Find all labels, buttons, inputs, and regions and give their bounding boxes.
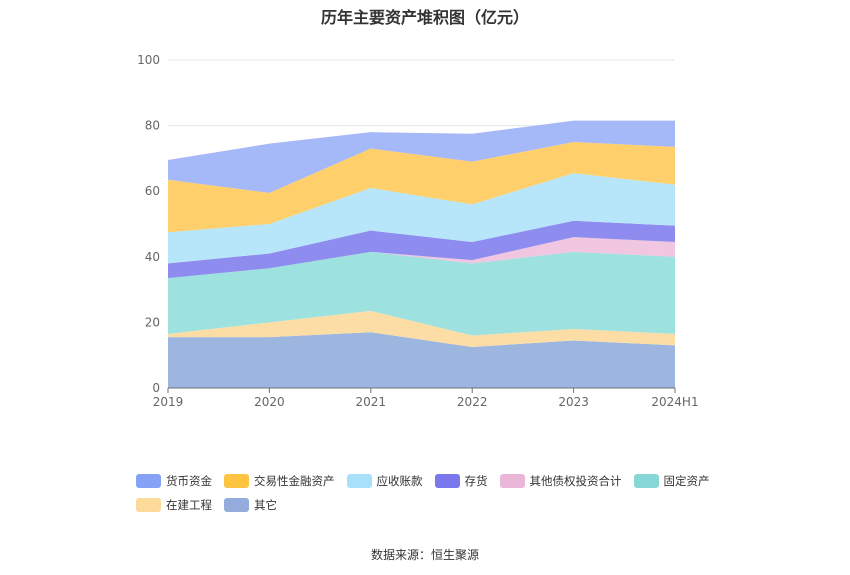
area-series	[168, 310, 675, 347]
legend-item-other[interactable]: 其它	[224, 496, 277, 514]
legend-swatch	[224, 474, 249, 488]
area-series	[168, 237, 675, 279]
legend-item-trading-assets[interactable]: 交易性金融资产	[224, 472, 335, 490]
area-series	[168, 173, 675, 264]
legend-label: 存货	[464, 474, 488, 488]
legend-label: 在建工程	[166, 498, 212, 512]
area-series	[168, 251, 675, 336]
legend-item-inventory[interactable]: 存货	[434, 472, 488, 490]
y-tick-label: 20	[145, 315, 160, 329]
legend-swatch	[499, 474, 525, 488]
legend-label: 货币资金	[166, 474, 212, 488]
legend-swatch	[224, 498, 249, 512]
legend-item-receivables[interactable]: 应收账款	[346, 472, 423, 490]
area-series	[168, 142, 675, 233]
legend-swatch	[434, 474, 460, 488]
axis-layer: 0 20 40 60 80 100 2019 2020 2021 2022 2023 2024H1	[137, 53, 699, 409]
legend-label: 固定资产	[663, 474, 710, 488]
legend-label: 应收账款	[376, 474, 423, 488]
source-note: 数据来源：恒生聚源	[370, 548, 479, 562]
x-tick-label: 2020	[254, 395, 285, 409]
x-tick-label: 2022	[457, 395, 488, 409]
area-series	[168, 220, 675, 279]
legend-swatch	[346, 474, 372, 488]
legend-item-other-debt-investments[interactable]: 其他债权投资合计	[499, 472, 622, 490]
legend-swatch	[633, 474, 659, 488]
x-tick-label: 2021	[356, 395, 387, 409]
legend-label: 交易性金融资产	[254, 474, 335, 488]
x-tick-label: 2019	[153, 395, 184, 409]
x-tick-label: 2024H1	[651, 395, 698, 409]
legend: 货币资金 交易性金融资产 应收账款 存货 其他债权投资合计 固定资产 在建工程 …	[136, 472, 756, 514]
legend-swatch	[136, 474, 161, 488]
y-tick-label: 40	[145, 250, 160, 264]
legend-item-cash[interactable]: 货币资金	[136, 472, 212, 490]
y-tick-label: 60	[145, 184, 160, 198]
x-tick-label: 2023	[558, 395, 589, 409]
y-tick-label: 0	[152, 381, 160, 395]
chart-title: 历年主要资产堆积图（亿元）	[320, 8, 529, 27]
legend-label: 其它	[254, 498, 277, 512]
area-series	[168, 120, 675, 193]
area-series	[168, 332, 675, 388]
legend-swatch	[136, 498, 161, 512]
y-tick-label: 80	[145, 119, 160, 133]
y-tick-label: 100	[137, 53, 160, 67]
legend-item-fixed-assets[interactable]: 固定资产	[633, 472, 710, 490]
legend-label: 其他债权投资合计	[529, 474, 622, 488]
legend-item-construction-in-progress[interactable]: 在建工程	[136, 496, 212, 514]
area-layer	[168, 120, 675, 388]
